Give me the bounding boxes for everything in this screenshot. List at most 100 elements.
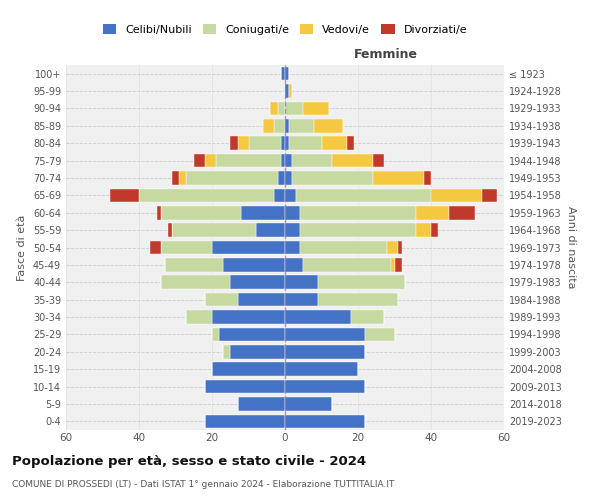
Bar — [205, 154, 215, 168]
Bar — [172, 224, 256, 237]
Bar — [285, 276, 318, 289]
Bar — [289, 119, 314, 132]
Bar — [416, 206, 449, 220]
Bar — [395, 258, 402, 272]
Bar — [179, 171, 187, 185]
Bar — [289, 136, 322, 150]
Bar — [289, 84, 292, 98]
Bar — [172, 171, 179, 185]
Y-axis label: Fasce di età: Fasce di età — [17, 214, 27, 280]
Bar — [285, 154, 292, 168]
Bar — [248, 136, 281, 150]
Bar — [139, 188, 274, 202]
Bar — [391, 258, 395, 272]
Bar — [299, 240, 387, 254]
Bar — [238, 136, 248, 150]
Bar — [212, 310, 285, 324]
Bar — [150, 240, 161, 254]
Bar — [285, 258, 303, 272]
Y-axis label: Anni di nascita: Anni di nascita — [566, 206, 575, 289]
Bar — [278, 171, 285, 185]
Bar — [164, 258, 223, 272]
Bar — [318, 293, 398, 306]
Bar — [285, 206, 299, 220]
Bar — [431, 188, 482, 202]
Bar — [230, 136, 238, 150]
Text: COMUNE DI PROSSEDI (LT) - Dati ISTAT 1° gennaio 2024 - Elaborazione TUTTITALIA.I: COMUNE DI PROSSEDI (LT) - Dati ISTAT 1° … — [12, 480, 394, 489]
Bar — [416, 224, 431, 237]
Bar — [285, 414, 365, 428]
Bar — [212, 328, 220, 341]
Bar — [187, 171, 278, 185]
Bar — [256, 224, 285, 237]
Bar — [220, 328, 285, 341]
Bar — [285, 345, 365, 358]
Bar — [285, 380, 365, 394]
Bar — [161, 276, 230, 289]
Bar — [285, 188, 296, 202]
Bar — [285, 67, 289, 80]
Bar — [299, 206, 416, 220]
Bar — [230, 276, 285, 289]
Bar — [314, 119, 343, 132]
Bar — [322, 136, 347, 150]
Bar — [187, 310, 212, 324]
Bar — [212, 240, 285, 254]
Bar — [274, 119, 285, 132]
Bar — [161, 240, 212, 254]
Bar — [431, 224, 438, 237]
Bar — [194, 154, 205, 168]
Bar — [299, 224, 416, 237]
Text: Femmine: Femmine — [354, 48, 418, 62]
Bar — [292, 154, 332, 168]
Bar — [157, 206, 161, 220]
Bar — [350, 310, 383, 324]
Bar — [365, 328, 395, 341]
Bar — [285, 102, 303, 115]
Bar — [318, 276, 406, 289]
Bar — [168, 224, 172, 237]
Bar — [205, 414, 285, 428]
Bar — [278, 102, 285, 115]
Bar — [223, 258, 285, 272]
Bar — [296, 188, 431, 202]
Bar — [303, 102, 329, 115]
Bar — [241, 206, 285, 220]
Bar — [285, 171, 292, 185]
Bar — [285, 136, 289, 150]
Bar — [281, 67, 285, 80]
Bar — [212, 362, 285, 376]
Bar — [292, 171, 373, 185]
Bar — [110, 188, 139, 202]
Bar — [285, 119, 289, 132]
Text: Popolazione per età, sesso e stato civile - 2024: Popolazione per età, sesso e stato civil… — [12, 455, 366, 468]
Bar — [482, 188, 497, 202]
Bar — [205, 380, 285, 394]
Bar — [205, 293, 238, 306]
Bar — [373, 171, 424, 185]
Bar — [281, 136, 285, 150]
Bar — [285, 84, 289, 98]
Legend: Celibi/Nubili, Coniugati/e, Vedovi/e, Divorziati/e: Celibi/Nubili, Coniugati/e, Vedovi/e, Di… — [98, 20, 472, 39]
Bar — [223, 345, 230, 358]
Bar — [285, 240, 299, 254]
Bar — [161, 206, 241, 220]
Bar — [285, 224, 299, 237]
Bar — [274, 188, 285, 202]
Bar — [285, 397, 332, 410]
Bar — [285, 328, 365, 341]
Bar — [373, 154, 383, 168]
Bar — [271, 102, 278, 115]
Bar — [263, 119, 274, 132]
Bar — [398, 240, 402, 254]
Bar — [424, 171, 431, 185]
Bar — [215, 154, 281, 168]
Bar — [285, 362, 358, 376]
Bar — [387, 240, 398, 254]
Bar — [281, 154, 285, 168]
Bar — [230, 345, 285, 358]
Bar — [332, 154, 373, 168]
Bar — [347, 136, 355, 150]
Bar — [285, 310, 350, 324]
Bar — [303, 258, 391, 272]
